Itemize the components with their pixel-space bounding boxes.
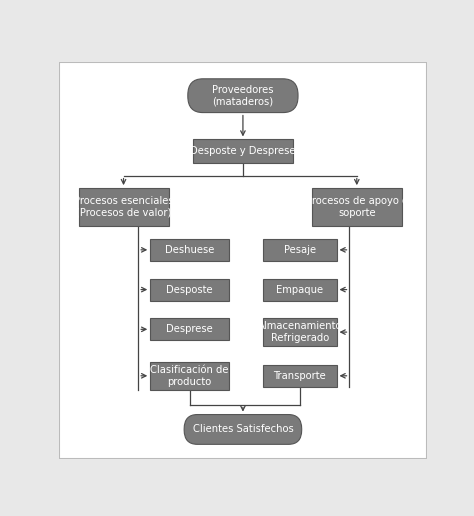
Text: Pesaje: Pesaje bbox=[284, 245, 316, 255]
FancyBboxPatch shape bbox=[150, 318, 229, 340]
Text: Proveedores
(mataderos): Proveedores (mataderos) bbox=[212, 85, 273, 107]
Text: Empaque: Empaque bbox=[276, 285, 323, 295]
Text: Almacenamiento
Refrigerado: Almacenamiento Refrigerado bbox=[257, 321, 342, 343]
FancyBboxPatch shape bbox=[79, 188, 169, 226]
FancyBboxPatch shape bbox=[312, 188, 402, 226]
FancyBboxPatch shape bbox=[263, 365, 337, 386]
FancyBboxPatch shape bbox=[150, 239, 229, 261]
FancyBboxPatch shape bbox=[150, 279, 229, 300]
Text: Deshuese: Deshuese bbox=[165, 245, 214, 255]
Text: Desposte y Desprese: Desposte y Desprese bbox=[190, 147, 296, 156]
FancyBboxPatch shape bbox=[150, 362, 229, 390]
FancyBboxPatch shape bbox=[263, 279, 337, 300]
FancyBboxPatch shape bbox=[193, 139, 292, 163]
Text: Desposte: Desposte bbox=[166, 285, 213, 295]
Text: Clientes Satisfechos: Clientes Satisfechos bbox=[192, 425, 293, 434]
FancyBboxPatch shape bbox=[263, 239, 337, 261]
Text: Procesos esenciales
(Procesos de valor): Procesos esenciales (Procesos de valor) bbox=[74, 196, 173, 218]
Text: Desprese: Desprese bbox=[166, 325, 213, 334]
Text: Procesos de apoyo o
soporte: Procesos de apoyo o soporte bbox=[306, 196, 408, 218]
Text: Clasificación de
producto: Clasificación de producto bbox=[150, 365, 229, 387]
Text: Transporte: Transporte bbox=[273, 371, 326, 381]
FancyBboxPatch shape bbox=[188, 79, 298, 112]
FancyBboxPatch shape bbox=[184, 414, 301, 444]
FancyBboxPatch shape bbox=[263, 318, 337, 346]
